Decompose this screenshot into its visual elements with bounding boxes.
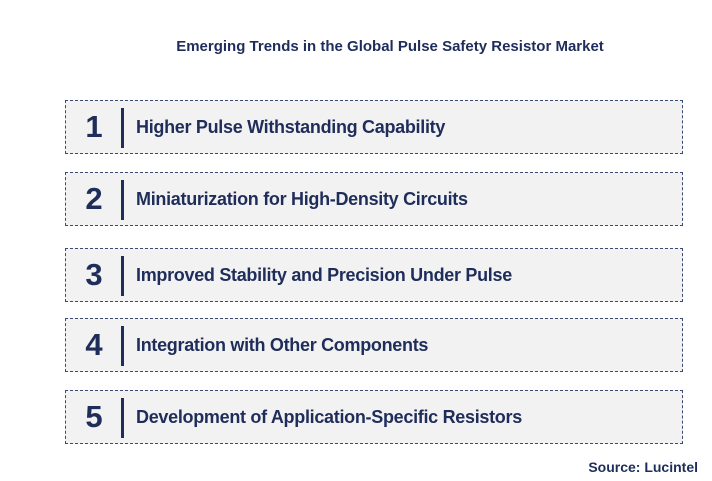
trend-item-4: 4 Integration with Other Components <box>65 318 683 372</box>
trend-item-2: 2 Miniaturization for High-Density Circu… <box>65 172 683 226</box>
trend-divider-2 <box>121 180 124 220</box>
trend-number-3: 3 <box>85 257 103 292</box>
trend-number-1: 1 <box>85 109 103 144</box>
trend-label-1: Higher Pulse Withstanding Capability <box>136 116 446 137</box>
trend-label-5: Development of Application-Specific Resi… <box>136 406 522 427</box>
trend-divider-5 <box>121 398 124 438</box>
trend-number-5: 5 <box>85 399 103 434</box>
trend-item-1: 1 Higher Pulse Withstanding Capability <box>65 100 683 154</box>
trend-number-4: 4 <box>85 327 103 362</box>
source-credit: Source: Lucintel <box>588 459 698 475</box>
trend-divider-3 <box>121 256 124 296</box>
trend-label-4: Integration with Other Components <box>136 334 429 355</box>
trend-label-2: Miniaturization for High-Density Circuit… <box>136 188 468 209</box>
trend-item-5: 5 Development of Application-Specific Re… <box>65 390 683 444</box>
trend-divider-1 <box>121 108 124 148</box>
trend-label-3: Improved Stability and Precision Under P… <box>136 264 512 285</box>
trend-number-2: 2 <box>85 181 103 216</box>
trend-item-3: 3 Improved Stability and Precision Under… <box>65 248 683 302</box>
trend-divider-4 <box>121 326 124 366</box>
diagram-title: Emerging Trends in the Global Pulse Safe… <box>176 38 604 55</box>
